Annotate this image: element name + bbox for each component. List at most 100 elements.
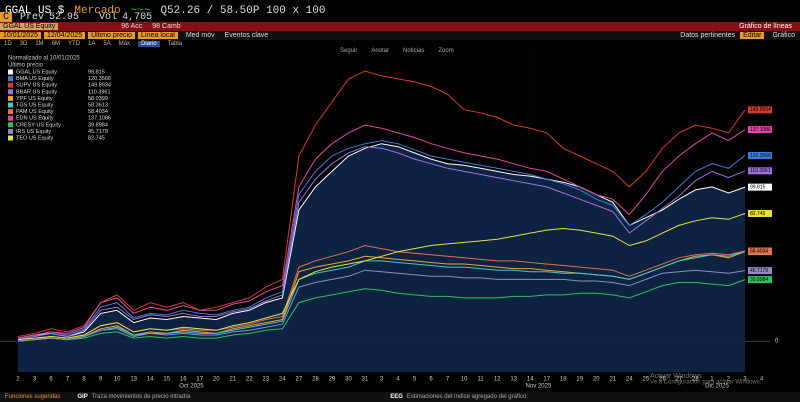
series-line — [17, 143, 746, 339]
value-tag — [748, 126, 772, 134]
fn-code[interactable]: GIP — [77, 394, 88, 400]
x-tick-label: 1 — [710, 377, 714, 383]
legend-swatch — [8, 135, 13, 141]
vol: 4,705 — [122, 12, 153, 23]
footer-title: Funciones sugeridas — [5, 394, 61, 400]
x-tick-label: 11 — [478, 377, 485, 383]
legend-swatch — [8, 102, 13, 108]
x-tick-label: 3 — [380, 377, 384, 383]
x-tick-label: 3 — [33, 377, 37, 383]
tool[interactable]: Zoom — [438, 48, 454, 54]
legend-name: GGAL US Equity — [16, 69, 57, 75]
legend-name: PAM US Equity — [16, 109, 54, 115]
x-tick-label: 4 — [760, 377, 764, 383]
period[interactable]: Máx — [118, 41, 131, 47]
tool[interactable]: Anotar — [371, 48, 390, 54]
x-tick-label: 17 — [196, 377, 203, 383]
x-tick-label: 2 — [16, 377, 20, 383]
period-bar: 1D 3D 1M 6M YTD 1A 5A Máx Diario Tabla — [0, 40, 800, 48]
ma[interactable]: Med móv — [185, 32, 215, 39]
period[interactable]: YTD — [68, 41, 81, 47]
value-tag — [748, 267, 772, 275]
x-tick-label: 27 — [676, 377, 683, 383]
value-tag — [748, 183, 772, 191]
x-tick-label: 27 — [296, 377, 303, 383]
x-tick-label: 10 — [461, 377, 468, 383]
x-tick-label: 16 — [180, 377, 187, 383]
fn-text: Estimaciones del índice agregado del grá… — [406, 394, 527, 400]
series-line — [17, 250, 746, 342]
legend-value: 99.815 — [88, 69, 105, 75]
chart-tools: Seguir Anotar Noticias Zoom — [340, 48, 454, 54]
fn-text: Traza movimientos de precio intradía — [91, 394, 191, 400]
tool[interactable]: Noticias — [403, 48, 425, 54]
x-tick-label: 19 — [576, 377, 583, 383]
market: Mercado — [74, 5, 121, 17]
legend-value: 149.8934 — [88, 83, 111, 89]
security[interactable]: GGAL US Equity — [0, 23, 59, 30]
x-tick-label: 8 — [82, 377, 86, 383]
period[interactable]: Tabla — [167, 41, 183, 47]
status: C — [0, 12, 13, 23]
legend-value: 45.7179 — [88, 129, 108, 135]
value-tag-label: 82.745 — [750, 211, 766, 217]
value-tag-label: 58.4034 — [750, 248, 768, 254]
x-tick-label: 20 — [213, 377, 220, 383]
legend-name: SUPV US Equity — [16, 83, 57, 89]
right-3[interactable]: Gráfico — [772, 32, 795, 39]
legend-value: 120.3566 — [88, 76, 111, 82]
change[interactable]: 98 Camb — [152, 23, 181, 30]
tool[interactable]: Seguir — [340, 48, 358, 54]
period[interactable]: 3D — [19, 41, 28, 47]
period[interactable]: Diario — [138, 41, 160, 47]
x-tick-label: 26 — [659, 377, 666, 383]
period[interactable]: 1D — [4, 41, 12, 47]
x-tick-label: 30 — [345, 377, 352, 383]
x-tick-label: 21 — [609, 377, 616, 383]
right-1[interactable]: Datos pertinentes — [680, 32, 736, 39]
legend-swatch — [8, 128, 13, 134]
legend-swatch — [8, 76, 13, 82]
watermark: Activar Windows — [650, 373, 702, 380]
x-tick-label: 12 — [494, 377, 501, 383]
actions[interactable]: 96 Acc — [121, 23, 143, 30]
end[interactable]: 12/04/2025 — [44, 32, 86, 39]
view: Gráfico de líneas — [739, 23, 792, 30]
start[interactable]: 10/01/2025 — [0, 32, 42, 39]
legend-value: 137.1086 — [88, 116, 111, 122]
value-tag — [748, 151, 772, 159]
legend-value: 58.3613 — [88, 102, 108, 108]
legend-name: TEO US Equity — [16, 135, 54, 141]
x-tick-label: 24 — [626, 377, 633, 383]
events[interactable]: Eventos clave — [224, 32, 269, 39]
legend-name: BBAR US Equity — [16, 89, 57, 95]
watermark-2: Ve a Configuración para activar Windows. — [650, 380, 762, 386]
value-tag — [748, 247, 772, 255]
x-tick-label: 9 — [99, 377, 103, 383]
period[interactable]: 1M — [35, 41, 44, 47]
x-tick-label: 13 — [130, 377, 137, 383]
x-tick-label: 4 — [396, 377, 400, 383]
value-tag — [748, 106, 772, 114]
series-line — [17, 213, 746, 341]
style[interactable]: Línea local — [137, 32, 178, 39]
value-tag-label: 39.8984 — [750, 277, 768, 283]
x-tick-label: 10 — [114, 377, 121, 383]
period[interactable]: 5A — [103, 41, 111, 47]
legend-value: 58.0399 — [88, 96, 108, 102]
field[interactable]: Último precio — [88, 32, 135, 39]
period[interactable]: 1A — [88, 41, 96, 47]
legend-value: 58.4034 — [88, 109, 108, 115]
x-tick-label: 14 — [147, 377, 154, 383]
month-label: Nov 2025 — [526, 384, 552, 390]
series-line — [17, 70, 746, 337]
x-tick-label: 23 — [262, 377, 269, 383]
x-tick-label: 21 — [229, 377, 236, 383]
fn-code[interactable]: EEG — [390, 394, 403, 400]
value-tag-label: 120.3566 — [750, 153, 771, 159]
legend-name: YPF US Equity — [16, 96, 53, 102]
period[interactable]: 6M — [51, 41, 61, 47]
right-2[interactable]: Editar — [740, 32, 765, 39]
x-tick-label: 6 — [429, 377, 433, 383]
legend-name: BMA US Equity — [16, 76, 54, 82]
